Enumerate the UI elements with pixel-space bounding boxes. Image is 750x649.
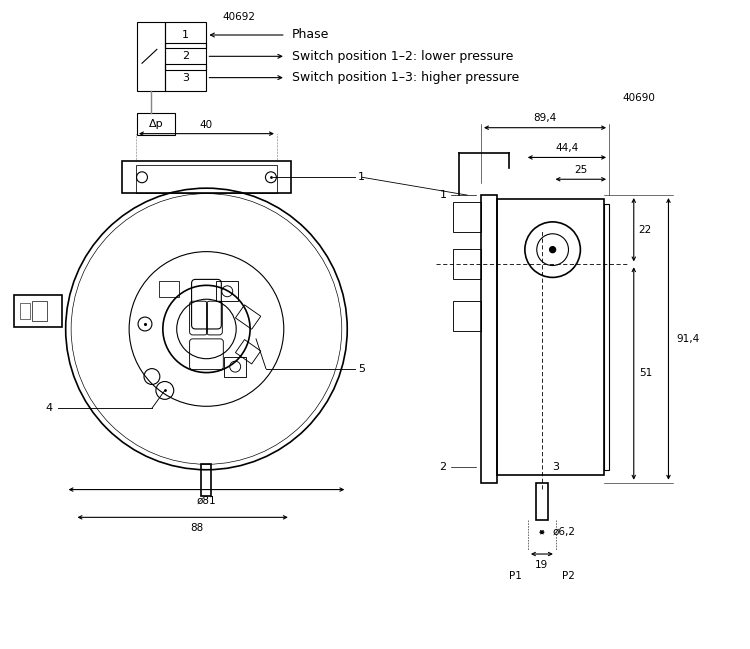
Bar (236, 339, 261, 364)
Text: P2: P2 (562, 571, 574, 581)
Bar (165, 43, 206, 69)
Text: Δp: Δp (148, 119, 164, 129)
Text: 91,4: 91,4 (676, 334, 700, 344)
Circle shape (550, 247, 556, 252)
Text: ø6,2: ø6,2 (553, 527, 576, 537)
Bar (453, 249, 481, 279)
Bar (497, 199, 604, 474)
Text: 4: 4 (46, 403, 53, 413)
Bar (137, 21, 165, 91)
Text: Phase: Phase (292, 29, 329, 42)
Text: 19: 19 (536, 560, 548, 570)
Text: 2: 2 (182, 51, 189, 61)
Bar (159, 282, 178, 297)
Text: 3: 3 (182, 73, 189, 82)
Bar (14, 295, 62, 327)
Bar (165, 64, 206, 91)
Text: 22: 22 (639, 225, 652, 235)
Bar (453, 202, 481, 232)
Text: Switch position 1–3: higher pressure: Switch position 1–3: higher pressure (292, 71, 519, 84)
Text: ø81: ø81 (196, 496, 216, 506)
Text: 44,4: 44,4 (555, 143, 578, 153)
Bar (236, 305, 261, 329)
Bar (604, 204, 609, 470)
Text: 51: 51 (639, 369, 652, 378)
Text: 25: 25 (574, 165, 587, 175)
Bar (216, 282, 238, 301)
Bar (122, 162, 291, 193)
Text: 1: 1 (358, 172, 365, 182)
Text: 3: 3 (552, 462, 560, 472)
Bar (202, 464, 211, 496)
Text: 5: 5 (358, 363, 365, 374)
Text: 2: 2 (440, 462, 446, 472)
Bar (481, 195, 497, 483)
Bar (20, 303, 30, 319)
Bar (224, 357, 246, 376)
Bar (453, 301, 481, 331)
Text: 1: 1 (182, 30, 189, 40)
Bar (536, 483, 548, 520)
Bar (136, 165, 277, 193)
Text: 88: 88 (190, 523, 203, 533)
Text: 40: 40 (200, 119, 213, 130)
Text: P1: P1 (509, 571, 522, 581)
Bar (32, 301, 46, 321)
Bar (165, 21, 206, 49)
Text: 89,4: 89,4 (533, 113, 556, 123)
Text: 40690: 40690 (622, 93, 656, 103)
Text: 40692: 40692 (223, 12, 256, 21)
Text: 1: 1 (440, 190, 446, 200)
Bar (137, 113, 175, 134)
Text: Switch position 1–2: lower pressure: Switch position 1–2: lower pressure (292, 50, 513, 63)
